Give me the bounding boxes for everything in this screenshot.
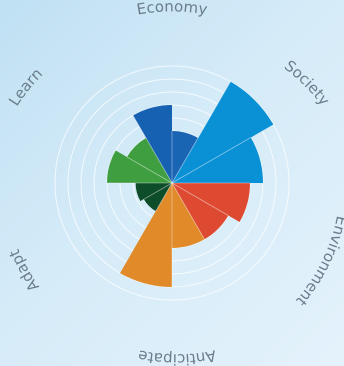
- divider-line-5: [171, 182, 229, 216]
- divider-line-6: [171, 182, 205, 240]
- segment-anticipate-7: [120, 183, 172, 287]
- category-label-anticipate: Anticipate: [137, 346, 218, 366]
- segment-dividers: [107, 81, 252, 287]
- grid-ring-9: [54, 65, 290, 301]
- data-segments: [107, 81, 274, 287]
- category-label-environment: Environment: [292, 214, 344, 309]
- segment-adapt-9: [135, 183, 172, 202]
- segment-society-3: [172, 137, 263, 183]
- segment-learn-11: [126, 137, 172, 183]
- divider-line-1: [132, 115, 173, 184]
- category-label-society: Society: [281, 57, 333, 109]
- segment-anticipate-6: [172, 183, 205, 248]
- divider-line-8: [155, 182, 173, 212]
- category-label-adapt: Adapt: [5, 247, 43, 295]
- divider-line-3: [171, 137, 252, 184]
- segment-adapt-8: [143, 183, 172, 212]
- divider-line-11: [126, 156, 173, 184]
- segment-economy-0: [172, 131, 198, 183]
- segment-economy-1: [133, 105, 172, 183]
- category-label-economy: Economy: [135, 0, 209, 19]
- segment-environment-4: [172, 183, 250, 222]
- divider-line-2: [171, 81, 231, 184]
- segment-environment-5: [172, 183, 229, 240]
- divider-line-9: [140, 182, 173, 202]
- segment-learn-10: [107, 150, 172, 183]
- category-label-learn: Learn: [5, 65, 46, 110]
- segment-society-2: [172, 81, 274, 183]
